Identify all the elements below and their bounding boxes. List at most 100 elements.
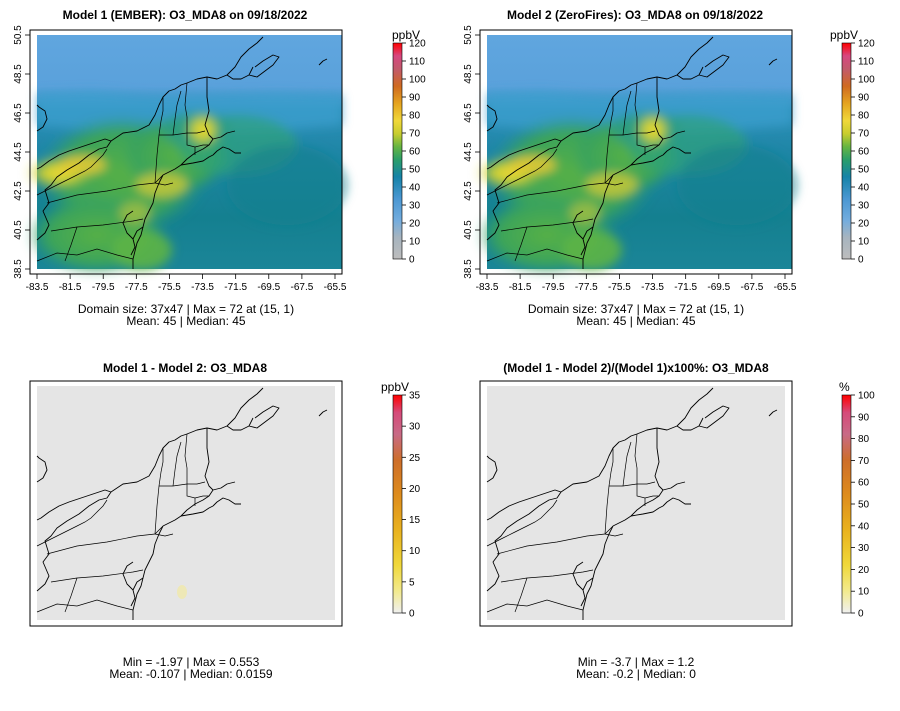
x-tick-label: -71.5 xyxy=(224,282,247,293)
colorbar-model1: ppbV 0 10 20 30 40 50 60 70 80 90 100 110 120 xyxy=(392,28,426,266)
x-tick-label: -77.5 xyxy=(125,282,148,293)
colorbar-tick-label: 20 xyxy=(409,219,421,230)
colorbar-tick-label: 50 xyxy=(858,165,870,176)
x-tick-label: -73.5 xyxy=(641,282,664,293)
colorbar-tick-label: 35 xyxy=(409,391,421,402)
colorbar-unit: % xyxy=(839,380,850,394)
x-tick-label: -79.5 xyxy=(92,282,115,293)
colorbar-tick-label: 40 xyxy=(858,521,870,532)
x-tick-label: -65.5 xyxy=(324,282,347,293)
colorbar-unit: ppbV xyxy=(830,28,858,42)
x-tick-label: -67.5 xyxy=(290,282,313,293)
y-tick-label: 50.5 xyxy=(463,25,474,45)
panel-title: (Model 1 - Model 2)/(Model 1)x100%: O3_M… xyxy=(503,361,769,375)
stats-line1: Min = -3.7 | Max = 1.2 xyxy=(578,655,695,669)
colorbar-tick-label: 110 xyxy=(858,57,874,68)
colorbar-tick-label: 70 xyxy=(858,456,870,467)
colorbar-tick-label: 0 xyxy=(858,609,864,620)
y-tick-label: 38.5 xyxy=(463,259,474,279)
colorbar-tick-label: 100 xyxy=(858,391,875,402)
colorbar-tick-label: 90 xyxy=(858,93,870,104)
y-tick-label: 48.5 xyxy=(463,64,474,84)
panel-difference: Model 1 - Model 2: O3_MDA8 xyxy=(29,361,343,627)
colorbar-tick-label: 110 xyxy=(409,57,425,68)
panel-percent-difference: (Model 1 - Model 2)/(Model 1)x100%: O3_M… xyxy=(479,361,793,627)
x-axis: -83.5 -81.5 -79.5 -77.5 -75.5 -73.5 -71.5 -69.5… xyxy=(476,274,797,293)
colorbar-tick-label: 40 xyxy=(858,183,870,194)
y-axis: 38.5 40.5 42.5 44.5 46.5 48.5 50.5 xyxy=(463,25,480,279)
map-field-patch xyxy=(177,585,187,599)
colorbar-tick-label: 0 xyxy=(409,255,415,266)
colorbar-tick-label: 10 xyxy=(858,237,870,248)
colorbar-tick-label: 80 xyxy=(858,434,870,445)
colorbar-percent: % 0 10 20 30 40 50 60 70 80 90 100 xyxy=(839,380,875,620)
x-tick-label: -69.5 xyxy=(257,282,280,293)
colorbar-tick-label: 20 xyxy=(858,565,870,576)
x-tick-label: -67.5 xyxy=(740,282,763,293)
colorbar-model2: ppbV 0 10 20 30 40 50 60 70 80 90 100 110 120 xyxy=(830,28,875,266)
colorbar-unit: ppbV xyxy=(381,380,409,394)
x-axis: -83.5 -81.5 -79.5 -77.5 -75.5 -73.5 -71.5 -69.5… xyxy=(26,274,347,293)
colorbar-tick-label: 80 xyxy=(409,111,421,122)
stats-line2: Mean: 45 | Median: 45 xyxy=(576,314,696,328)
colorbar-tick-label: 60 xyxy=(858,478,870,489)
colorbar-tick-label: 50 xyxy=(858,500,870,511)
x-tick-label: -75.5 xyxy=(608,282,631,293)
colorbar-tick-label: 40 xyxy=(409,183,421,194)
x-tick-label: -81.5 xyxy=(509,282,532,293)
colorbar-tick-label: 120 xyxy=(409,39,426,50)
y-tick-label: 50.5 xyxy=(13,25,24,45)
stats-line1: Domain size: 37x47 | Max = 72 at (15, 1) xyxy=(78,302,294,316)
y-tick-label: 38.5 xyxy=(13,259,24,279)
y-tick-label: 44.5 xyxy=(463,142,474,162)
y-tick-label: 42.5 xyxy=(463,181,474,201)
colorbar-tick-label: 70 xyxy=(858,129,870,140)
colorbar-tick-label: 60 xyxy=(409,147,421,158)
x-tick-label: -83.5 xyxy=(476,282,499,293)
map-field xyxy=(25,30,347,275)
stats-line1: Domain size: 37x47 | Max = 72 at (15, 1) xyxy=(528,302,744,316)
y-tick-label: 40.5 xyxy=(463,220,474,240)
x-tick-label: -69.5 xyxy=(707,282,730,293)
colorbar-tick-label: 100 xyxy=(409,75,426,86)
colorbar-tick-label: 0 xyxy=(858,255,864,266)
panel-model1: Model 1 (EMBER): O3_MDA8 on 09/18/2022 -… xyxy=(13,8,347,293)
stats-line2: Mean: -0.2 | Median: 0 xyxy=(576,667,696,681)
x-tick-label: -83.5 xyxy=(26,282,49,293)
map-field xyxy=(37,386,335,620)
colorbar-tick-label: 10 xyxy=(409,546,421,557)
y-tick-label: 46.5 xyxy=(13,103,24,123)
colorbar-difference: ppbV 0 5 10 15 20 25 30 35 xyxy=(381,380,421,620)
x-tick-label: -65.5 xyxy=(774,282,797,293)
colorbar-tick-label: 30 xyxy=(858,543,870,554)
x-tick-label: -73.5 xyxy=(191,282,214,293)
colorbar-tick-label: 10 xyxy=(409,237,421,248)
x-tick-label: -75.5 xyxy=(158,282,181,293)
y-tick-label: 44.5 xyxy=(13,142,24,162)
y-axis: 38.5 40.5 42.5 44.5 46.5 48.5 50.5 xyxy=(13,25,30,279)
colorbar-tick-label: 30 xyxy=(409,201,421,212)
x-tick-label: -79.5 xyxy=(542,282,565,293)
y-tick-label: 48.5 xyxy=(13,64,24,84)
colorbar-tick-label: 80 xyxy=(858,111,870,122)
colorbar-tick-label: 25 xyxy=(409,453,421,464)
colorbar-tick-label: 15 xyxy=(409,515,421,526)
colorbar-tick-label: 10 xyxy=(858,587,870,598)
panel-model2: Model 2 (ZeroFires): O3_MDA8 on 09/18/20… xyxy=(463,8,797,293)
colorbar-tick-label: 90 xyxy=(858,412,870,423)
stats-line1: Min = -1.97 | Max = 0.553 xyxy=(123,655,260,669)
colorbar-tick-label: 90 xyxy=(409,93,421,104)
colorbar-tick-label: 70 xyxy=(409,129,421,140)
x-tick-label: -77.5 xyxy=(575,282,598,293)
colorbar-tick-label: 20 xyxy=(409,484,421,495)
y-tick-label: 40.5 xyxy=(13,220,24,240)
colorbar-tick-label: 120 xyxy=(858,39,875,50)
colorbar-tick-label: 100 xyxy=(858,75,875,86)
stats-line2: Mean: -0.107 | Median: 0.0159 xyxy=(109,667,273,681)
colorbar-tick-label: 60 xyxy=(858,147,870,158)
panel-title: Model 1 - Model 2: O3_MDA8 xyxy=(103,361,267,375)
colorbar-tick-label: 30 xyxy=(409,422,421,433)
map-field xyxy=(475,30,797,275)
x-tick-label: -81.5 xyxy=(59,282,82,293)
